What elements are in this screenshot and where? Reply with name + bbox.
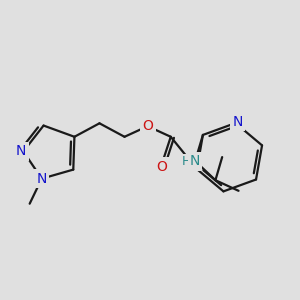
Text: H: H (182, 155, 191, 168)
Text: N: N (232, 115, 243, 129)
Text: O: O (142, 119, 153, 133)
Text: N: N (37, 172, 47, 186)
Text: N: N (16, 144, 26, 158)
Text: O: O (142, 119, 153, 133)
Text: O: O (157, 160, 167, 174)
Text: N: N (190, 154, 200, 168)
Text: N: N (37, 172, 47, 186)
